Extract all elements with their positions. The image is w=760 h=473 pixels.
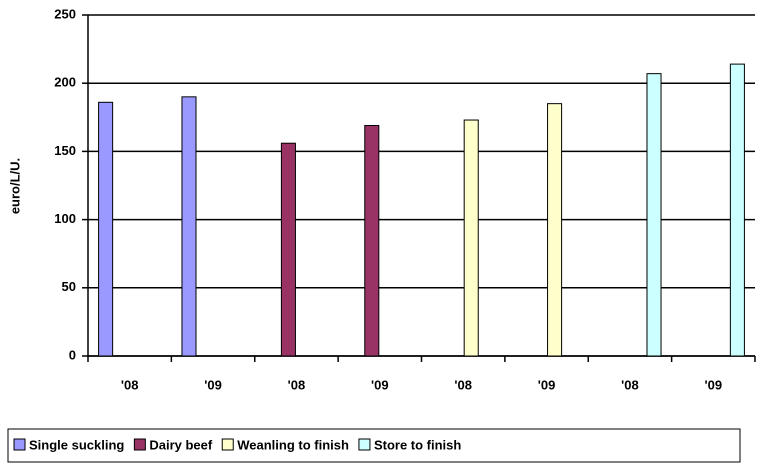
y-axis-title: euro/L/U. <box>7 158 22 214</box>
legend-label: Store to finish <box>374 437 461 452</box>
bar <box>547 103 563 357</box>
bar <box>181 96 197 357</box>
bar <box>463 119 479 357</box>
bar <box>98 101 114 357</box>
legend-label: Weanling to finish <box>237 437 349 452</box>
x-tick-label: '09 <box>371 377 389 392</box>
y-tick-label: 50 <box>62 279 76 294</box>
x-tick-label: '09 <box>204 377 222 392</box>
legend-swatch <box>13 438 26 451</box>
legend-swatch <box>133 438 146 451</box>
legend-swatch <box>358 438 371 451</box>
y-tick-label: 100 <box>54 211 76 226</box>
y-tick-label: 0 <box>69 347 76 362</box>
legend-box <box>7 428 741 463</box>
x-tick-label: '09 <box>705 377 723 392</box>
x-tick-label: '08 <box>621 377 639 392</box>
x-tick-label: '08 <box>288 377 306 392</box>
bar <box>729 63 745 357</box>
bar <box>364 124 380 357</box>
y-tick-label: 200 <box>54 75 76 90</box>
legend-swatch <box>221 438 234 451</box>
legend-label: Single suckling <box>29 437 124 452</box>
bar <box>646 73 662 357</box>
x-tick-label: '09 <box>538 377 556 392</box>
x-tick-label: '08 <box>454 377 472 392</box>
bar <box>280 142 296 357</box>
x-tick-label: '08 <box>121 377 139 392</box>
y-tick-label: 250 <box>54 6 76 21</box>
y-tick-label: 150 <box>54 143 76 158</box>
legend-label: Dairy beef <box>149 437 213 452</box>
